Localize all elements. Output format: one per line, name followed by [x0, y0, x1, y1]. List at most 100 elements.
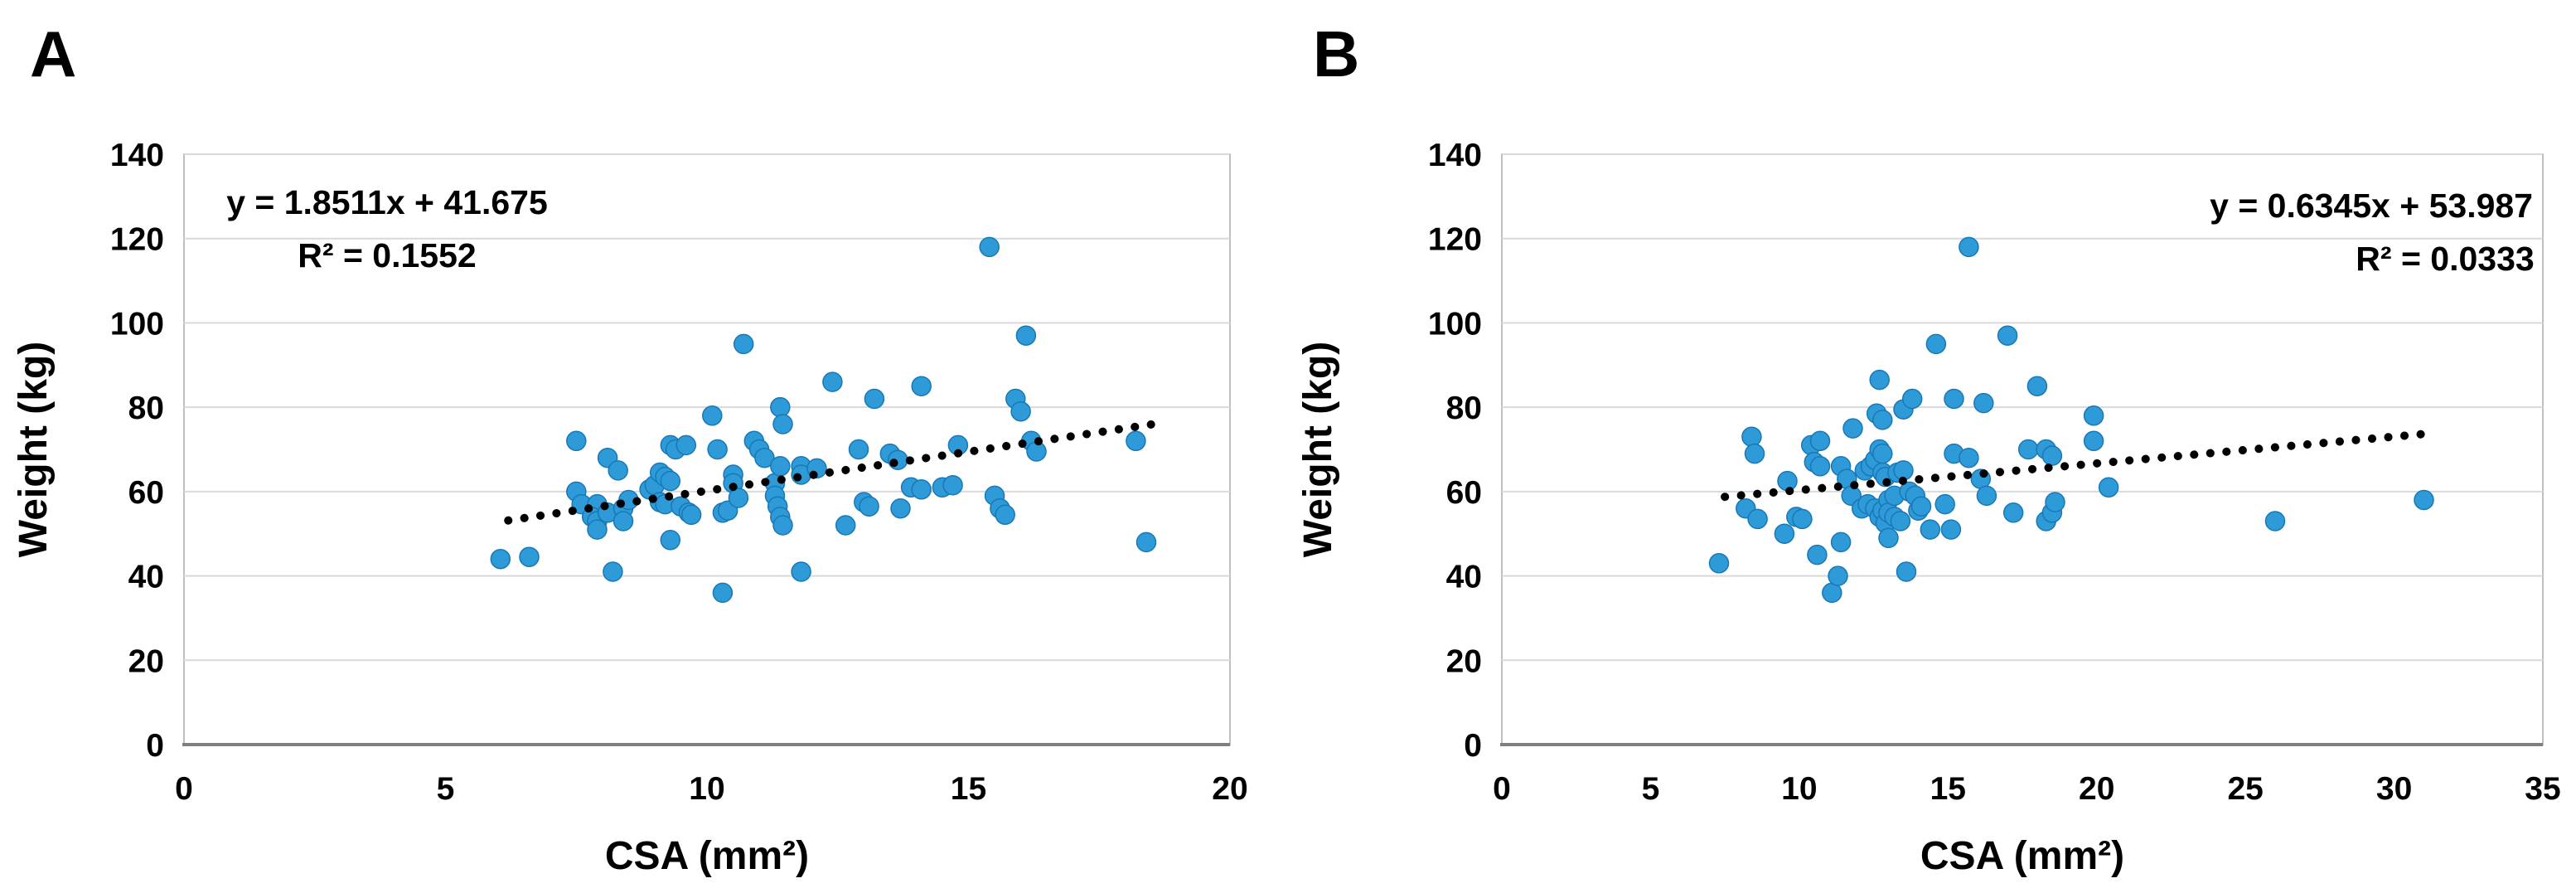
scatter-point	[791, 561, 811, 582]
scatter-point	[1997, 325, 2018, 346]
scatter-point	[772, 515, 793, 536]
scatter-point	[660, 470, 681, 492]
panel-b-y-axis-title: Weight (kg)	[1296, 342, 1340, 557]
x-tick-label: 5	[437, 771, 455, 807]
scatter-point	[1872, 443, 1893, 464]
scatter-point	[1925, 333, 1947, 355]
scatter-point	[1747, 508, 1768, 530]
x-tick-label: 0	[175, 771, 193, 807]
scatter-point	[770, 456, 791, 477]
scatter-point	[587, 519, 608, 540]
scatter-point	[848, 439, 869, 460]
scatter-point	[566, 430, 587, 452]
scatter-point	[2041, 445, 2063, 466]
y-tick-label: 0	[146, 728, 164, 764]
scatter-point	[911, 376, 932, 396]
y-tick-label: 80	[1446, 391, 1482, 426]
scatter-point	[1807, 544, 1828, 565]
scatter-point	[1708, 553, 1730, 574]
panel-a: 0 20 40 60 80 100 120 140 0 5 10 15 20 A y = 1.8511x…	[12, 17, 1248, 878]
x-tick-label: 15	[1930, 771, 1966, 807]
scatter-point	[608, 460, 628, 481]
panel-b-equation: y = 0.6345x + 53.987	[2210, 187, 2533, 225]
x-tick-label: 10	[1781, 771, 1817, 807]
trendline	[1721, 430, 2425, 502]
scatter-point	[1126, 430, 1146, 452]
y-tick-label: 140	[110, 138, 164, 173]
panel-b: 0 20 40 60 80 100 120 140 0 5 10 15 20 25 30 35 B y = 0…	[1288, 0, 2576, 893]
scatter-point	[1135, 531, 1157, 553]
x-tick-label: 20	[1212, 771, 1247, 807]
scatter-point	[2264, 511, 2286, 531]
scatter-point	[2026, 376, 2048, 396]
x-tick-label: 20	[2079, 771, 2114, 807]
y-tick-label: 0	[1464, 728, 1482, 764]
scatter-point	[2017, 439, 2039, 460]
y-tick-label: 20	[1446, 643, 1482, 679]
y-tick-label: 140	[1428, 138, 1482, 173]
panel-a-r-squared: R² = 0.1552	[298, 236, 476, 274]
scatter-point	[1959, 447, 1979, 468]
x-tick-label: 5	[1642, 771, 1660, 807]
panel-a-x-axis-title: CSA (mm²)	[605, 834, 809, 878]
scatter-point	[1944, 388, 1964, 410]
scatter-point	[1869, 369, 1890, 391]
scatter-point	[1744, 443, 1765, 464]
scatter-point	[942, 474, 963, 496]
scatter-point	[1822, 582, 1842, 604]
y-tick-label: 120	[110, 222, 164, 258]
scatter-point	[754, 447, 775, 468]
scatter-point	[1901, 388, 1923, 410]
scatter-point	[890, 497, 911, 519]
scatter-point	[603, 561, 623, 582]
scatter-point	[1878, 527, 1899, 549]
panel-a-equation: y = 1.8511x + 41.675	[226, 183, 548, 221]
scatter-point	[1973, 392, 1994, 414]
scatter-point	[1896, 561, 1917, 582]
panel-a-plot-layer: 0 20 40 60 80 100 120 140 0 5 10 15 20	[110, 138, 1248, 807]
scatter-point	[702, 405, 723, 426]
panel-a-chart: 0 20 40 60 80 100 120 140 0 5 10 15 20 A y = 1.8511x…	[12, 17, 1248, 878]
panel-a-y-axis-title: Weight (kg)	[12, 342, 56, 557]
scatter-point	[680, 504, 702, 526]
x-tick-label: 30	[2376, 771, 2412, 807]
scatter-point	[979, 236, 1000, 258]
panel-a-label: A	[30, 17, 76, 90]
x-tick-label: 25	[2227, 771, 2263, 807]
scatter-point	[864, 388, 885, 410]
scatter-point	[1920, 519, 1941, 540]
y-tick-label: 80	[128, 391, 164, 426]
y-tick-label: 40	[1446, 560, 1482, 595]
scatter-point	[1792, 508, 1813, 530]
scatter-point	[1890, 511, 1911, 531]
x-tick-label: 35	[2525, 771, 2560, 807]
scatter-point	[519, 546, 540, 567]
y-tick-label: 100	[1428, 306, 1482, 342]
scatter-point	[2083, 405, 2104, 426]
scatter-point	[995, 504, 1015, 526]
y-tick-label: 40	[128, 560, 164, 595]
scatter-point	[2414, 489, 2434, 511]
scatter-point	[712, 582, 734, 604]
panel-b-x-axis-title: CSA (mm²)	[1920, 834, 2124, 878]
scatter-point	[1828, 565, 1848, 586]
y-tick-label: 20	[128, 643, 164, 679]
scatter-point	[1910, 496, 1932, 517]
scatter-point	[490, 548, 511, 570]
scatter-point	[2083, 430, 2104, 452]
scatter-point	[1872, 410, 1893, 430]
scatter-point	[859, 496, 879, 517]
x-tick-label: 0	[1493, 771, 1511, 807]
scatter-point	[2002, 502, 2024, 523]
scatter-point	[911, 479, 932, 500]
scatter-point	[1809, 456, 1831, 477]
scatter-point	[1959, 236, 1979, 258]
scatter-point	[613, 511, 634, 531]
scatter-point	[1809, 430, 1831, 452]
scatter-point	[1741, 426, 1762, 447]
scatter-point	[822, 371, 843, 392]
scatter-point	[2098, 477, 2119, 498]
panel-b-chart: 0 20 40 60 80 100 120 140 0 5 10 15 20 25 30 35 B y = 0…	[1296, 17, 2561, 878]
x-tick-label: 10	[689, 771, 724, 807]
